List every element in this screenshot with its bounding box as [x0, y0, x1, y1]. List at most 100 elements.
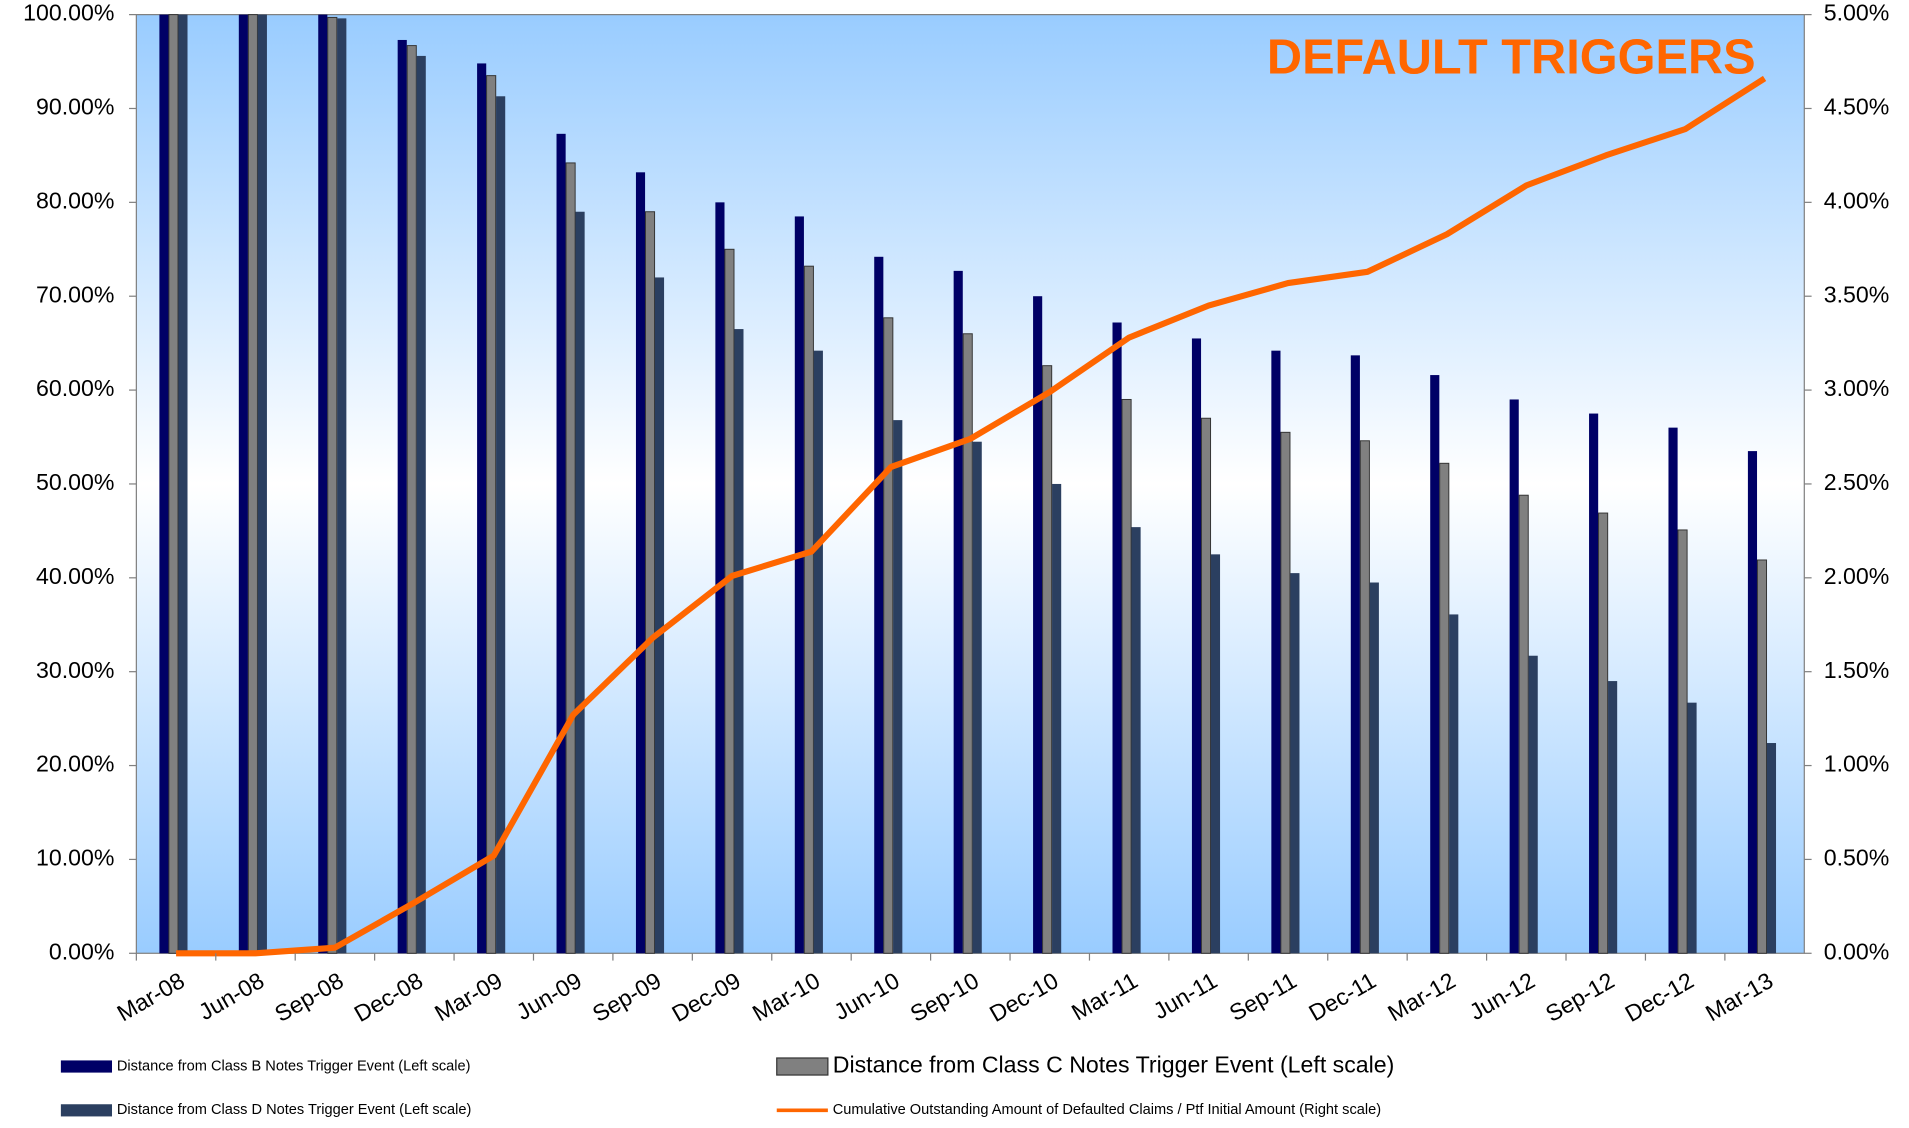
bar — [556, 133, 566, 954]
bar — [893, 420, 903, 954]
bar — [874, 256, 884, 954]
bar — [1766, 743, 1777, 954]
legend-label: Cumulative Outstanding Amount of Default… — [833, 1102, 1381, 1118]
y-tick-label: 60.00% — [36, 375, 114, 401]
bar — [1449, 614, 1459, 954]
legend-label: Distance from Class D Notes Trigger Even… — [117, 1102, 471, 1118]
y-tick-label: 20.00% — [36, 751, 114, 777]
y-tick-label: 70.00% — [36, 281, 114, 307]
bar — [247, 14, 258, 954]
bar — [406, 45, 417, 954]
x-tick-label: Sep-12 — [1541, 967, 1619, 1027]
bar — [416, 55, 426, 954]
x-tick-label: Mar-12 — [1383, 967, 1459, 1026]
bar — [734, 329, 744, 954]
bar — [1350, 355, 1360, 954]
bar — [1598, 512, 1609, 954]
bar — [477, 63, 487, 954]
y2-tick-label: 3.50% — [1824, 281, 1890, 307]
x-tick-label: Jun-12 — [1465, 967, 1539, 1025]
y2-tick-label: 5.00% — [1824, 0, 1890, 26]
y2-tick-label: 2.50% — [1824, 469, 1890, 495]
bar — [972, 441, 982, 954]
y2-tick-label: 1.00% — [1824, 751, 1890, 777]
bar — [1280, 431, 1291, 954]
bar — [257, 14, 267, 954]
bar — [1290, 573, 1300, 954]
bar — [1131, 527, 1141, 954]
x-tick-label: Dec-10 — [985, 967, 1063, 1027]
x-tick-label: Mar-10 — [748, 967, 824, 1026]
bar — [794, 216, 804, 954]
x-tick-label: Sep-09 — [588, 967, 666, 1027]
bar — [1528, 655, 1538, 954]
legend-swatch — [776, 1057, 829, 1076]
x-tick-label: Mar-09 — [430, 967, 506, 1026]
bar — [1359, 440, 1370, 954]
legend-swatch — [60, 1104, 113, 1117]
bar — [813, 350, 823, 954]
y2-tick-label: 4.00% — [1824, 187, 1890, 213]
bar — [715, 202, 725, 954]
bar — [1509, 399, 1519, 954]
y-tick-label: 90.00% — [36, 94, 114, 120]
y-tick-label: 80.00% — [36, 187, 114, 213]
bar — [1369, 582, 1379, 954]
bar — [1589, 413, 1599, 954]
legend-swatch — [60, 1060, 113, 1073]
y-tick-label: 40.00% — [36, 563, 114, 589]
bar — [1210, 554, 1221, 954]
bar — [1191, 338, 1202, 954]
x-tick-label: Sep-11 — [1225, 967, 1301, 1026]
bar — [178, 14, 188, 954]
legend-label: Distance from Class C Notes Trigger Even… — [833, 1052, 1395, 1078]
x-tick-label: Jun-11 — [1149, 967, 1222, 1024]
line — [176, 75, 1767, 957]
bar — [1121, 398, 1132, 954]
bar — [1518, 494, 1529, 954]
bar — [168, 14, 179, 954]
bar — [1033, 296, 1043, 954]
y2-tick-label: 0.50% — [1824, 845, 1890, 871]
x-tick-label: Dec-08 — [350, 967, 428, 1027]
x-tick-label: Mar-08 — [112, 967, 188, 1026]
x-tick-label: Mar-11 — [1067, 967, 1142, 1025]
bar — [1052, 483, 1062, 954]
x-tick-label: Sep-08 — [270, 967, 348, 1027]
bar — [1756, 559, 1768, 954]
bar — [1430, 375, 1440, 954]
x-tick-label: Dec-11 — [1304, 967, 1380, 1026]
bar — [565, 162, 576, 954]
bar — [327, 16, 338, 954]
y2-tick-label: 3.00% — [1824, 375, 1890, 401]
bar — [1112, 322, 1122, 954]
y2-tick-label: 0.00% — [1824, 938, 1890, 964]
bar — [1608, 681, 1618, 954]
bar — [1439, 462, 1450, 954]
y-tick-label: 10.00% — [36, 845, 114, 871]
bar — [644, 211, 656, 954]
bar — [318, 14, 328, 954]
legend-label: Distance from Class B Notes Trigger Even… — [117, 1058, 471, 1074]
bar — [962, 333, 973, 954]
x-tick-label: Dec-12 — [1620, 967, 1698, 1027]
y-tick-label: 30.00% — [36, 657, 114, 683]
bar — [486, 75, 497, 954]
bar — [803, 265, 814, 954]
y-tick-label: 0.00% — [49, 938, 115, 964]
bar — [397, 39, 407, 954]
bar — [575, 211, 585, 954]
chart-title: DEFAULT TRIGGERS — [1267, 31, 1756, 85]
x-tick-label: Mar-13 — [1701, 967, 1777, 1026]
bar — [654, 277, 665, 954]
bar — [635, 172, 646, 954]
x-tick-label: Jun-10 — [830, 967, 904, 1025]
bar — [1668, 427, 1678, 954]
bar — [953, 270, 963, 954]
x-tick-label: Jun-09 — [512, 967, 586, 1025]
bar — [1677, 529, 1688, 954]
y2-tick-label: 2.00% — [1824, 563, 1890, 589]
bar — [1200, 417, 1212, 954]
bar — [496, 96, 506, 954]
